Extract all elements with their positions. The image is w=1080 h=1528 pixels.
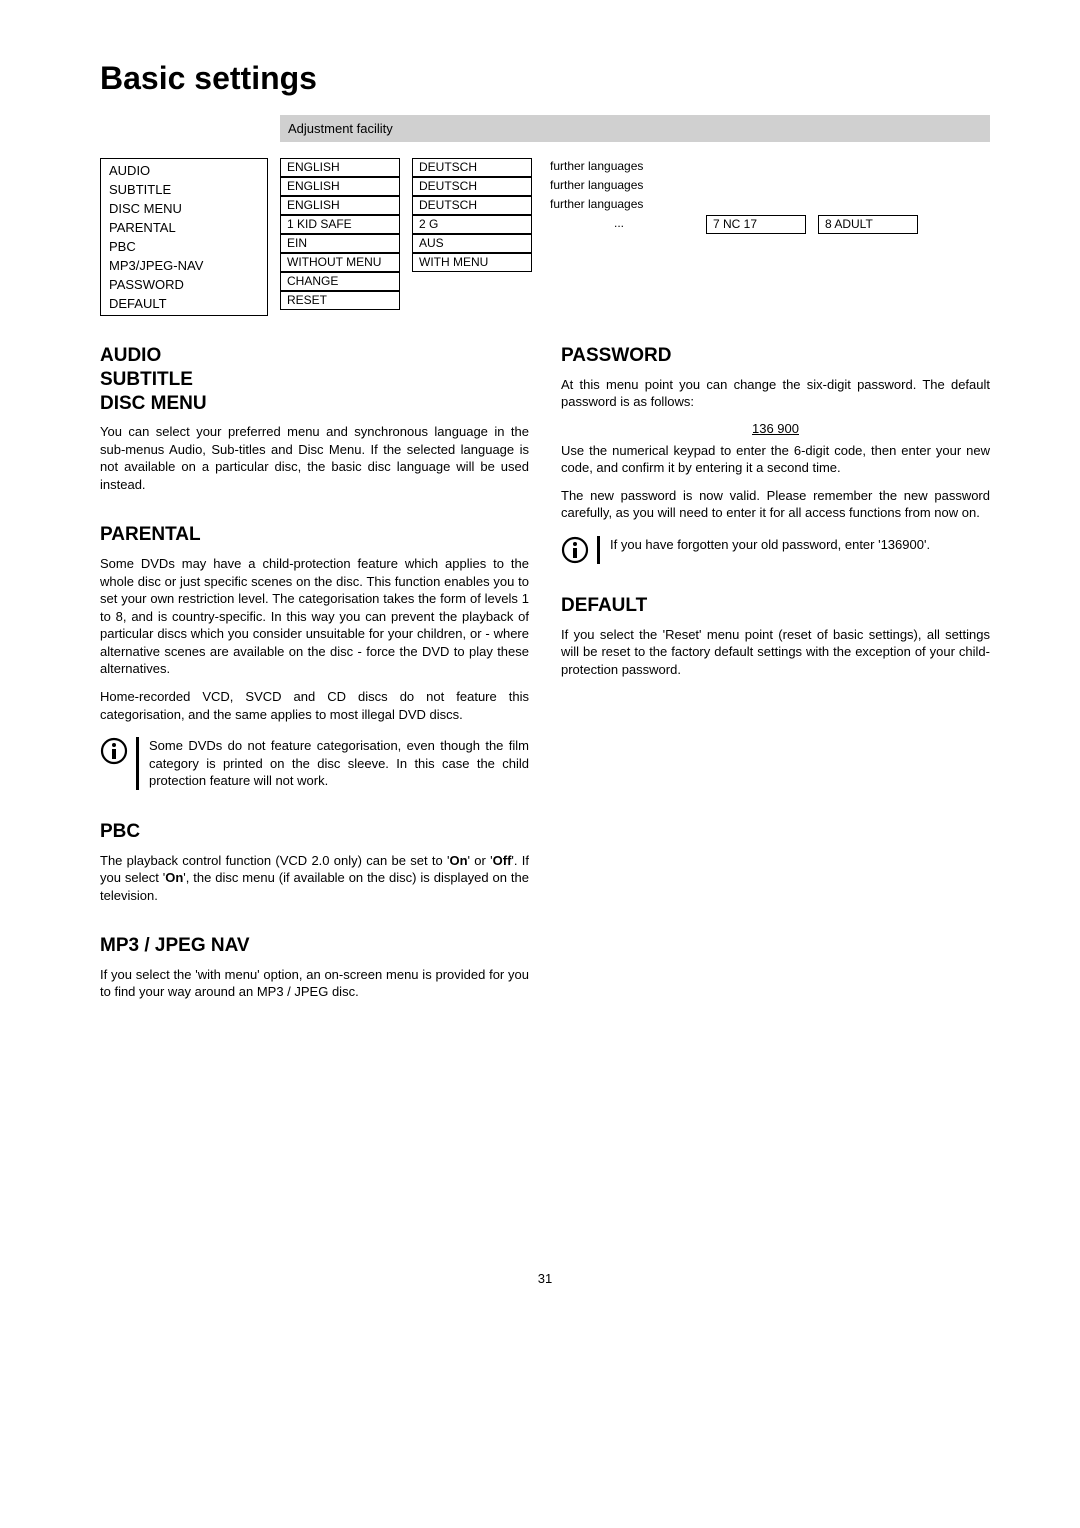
opt-discmenu-deutsch: DEUTSCH bbox=[412, 196, 532, 215]
opt-mp3nav-with: WITH MENU bbox=[412, 253, 532, 272]
para-password-3: The new password is now valid. Please re… bbox=[561, 487, 990, 522]
label-parental: PARENTAL bbox=[109, 218, 259, 237]
label-audio: AUDIO bbox=[109, 161, 259, 180]
pbc-text-2: ' or ' bbox=[468, 853, 493, 868]
opt-parental-ellipsis: ... bbox=[544, 215, 694, 234]
info-divider bbox=[597, 536, 600, 564]
settings-table: AUDIO SUBTITLE DISC MENU PARENTAL PBC MP… bbox=[100, 158, 990, 316]
settings-col1: ENGLISH ENGLISH ENGLISH 1 KID SAFE EIN W… bbox=[280, 158, 400, 316]
opt-audio-further: further languages bbox=[544, 158, 694, 177]
heading-mp3-jpeg-nav: MP3 / JPEG NAV bbox=[100, 934, 529, 958]
info-box-parental: Some DVDs do not feature categorisation,… bbox=[100, 737, 529, 790]
spacer bbox=[818, 158, 918, 177]
settings-col5: 8 ADULT bbox=[818, 158, 918, 316]
para-mp3: If you select the 'with menu' option, an… bbox=[100, 966, 529, 1001]
para-parental-2: Home-recorded VCD, SVCD and CD discs do … bbox=[100, 688, 529, 723]
label-pbc: PBC bbox=[109, 237, 259, 256]
settings-col4: 7 NC 17 bbox=[706, 158, 806, 316]
para-pbc: The playback control function (VCD 2.0 o… bbox=[100, 852, 529, 905]
settings-col2: DEUTSCH DEUTSCH DEUTSCH 2 G AUS WITH MEN… bbox=[412, 158, 532, 316]
heading-audio-subtitle-discmenu: AUDIO SUBTITLE DISC MENU bbox=[100, 344, 529, 415]
opt-parental-1kidsafe: 1 KID SAFE bbox=[280, 215, 400, 234]
opt-parental-8adult: 8 ADULT bbox=[818, 215, 918, 234]
opt-default-reset: RESET bbox=[280, 291, 400, 310]
opt-subtitle-further: further languages bbox=[544, 177, 694, 196]
opt-subtitle-deutsch: DEUTSCH bbox=[412, 177, 532, 196]
spacer bbox=[818, 196, 918, 215]
opt-subtitle-english: ENGLISH bbox=[280, 177, 400, 196]
opt-discmenu-english: ENGLISH bbox=[280, 196, 400, 215]
left-column: AUDIO SUBTITLE DISC MENU You can select … bbox=[100, 344, 529, 1011]
heading-parental: PARENTAL bbox=[100, 523, 529, 547]
pbc-text-1: The playback control function (VCD 2.0 o… bbox=[100, 853, 449, 868]
spacer bbox=[706, 177, 806, 196]
settings-labels-column: AUDIO SUBTITLE DISC MENU PARENTAL PBC MP… bbox=[100, 158, 268, 316]
heading-default: DEFAULT bbox=[561, 594, 990, 618]
opt-parental-2g: 2 G bbox=[412, 215, 532, 234]
opt-pbc-aus: AUS bbox=[412, 234, 532, 253]
heading-pbc: PBC bbox=[100, 820, 529, 844]
opt-mp3nav-without: WITHOUT MENU bbox=[280, 253, 400, 272]
heading-password: PASSWORD bbox=[561, 344, 990, 368]
label-subtitle: SUBTITLE bbox=[109, 180, 259, 199]
opt-pbc-ein: EIN bbox=[280, 234, 400, 253]
spacer bbox=[818, 177, 918, 196]
info-box-password: If you have forgotten your old password,… bbox=[561, 536, 990, 564]
adjustment-facility-bar: Adjustment facility bbox=[280, 115, 990, 142]
info-text-parental: Some DVDs do not feature categorisation,… bbox=[149, 737, 529, 790]
pbc-on-2: On bbox=[165, 870, 183, 885]
label-disc-menu: DISC MENU bbox=[109, 199, 259, 218]
label-mp3jpeg-nav: MP3/JPEG-NAV bbox=[109, 256, 259, 275]
label-default: DEFAULT bbox=[109, 294, 259, 313]
spacer bbox=[706, 196, 806, 215]
opt-audio-deutsch: DEUTSCH bbox=[412, 158, 532, 177]
opt-password-change: CHANGE bbox=[280, 272, 400, 291]
label-password: PASSWORD bbox=[109, 275, 259, 294]
pbc-on-1: On bbox=[449, 853, 467, 868]
info-icon bbox=[561, 536, 589, 564]
info-text-password: If you have forgotten your old password,… bbox=[610, 536, 930, 564]
settings-col3: further languages further languages furt… bbox=[544, 158, 694, 316]
page-title: Basic settings bbox=[100, 60, 990, 97]
para-default: If you select the 'Reset' menu point (re… bbox=[561, 626, 990, 679]
content-columns: AUDIO SUBTITLE DISC MENU You can select … bbox=[100, 344, 990, 1011]
pbc-off: Off bbox=[493, 853, 512, 868]
para-password-1: At this menu point you can change the si… bbox=[561, 376, 990, 411]
para-parental-1: Some DVDs may have a child-protection fe… bbox=[100, 555, 529, 678]
info-divider bbox=[136, 737, 139, 790]
para-password-2: Use the numerical keypad to enter the 6-… bbox=[561, 442, 990, 477]
spacer bbox=[706, 158, 806, 177]
right-column: PASSWORD At this menu point you can chan… bbox=[561, 344, 990, 1011]
para-languages: You can select your preferred menu and s… bbox=[100, 423, 529, 493]
opt-discmenu-further: further languages bbox=[544, 196, 694, 215]
page-number: 31 bbox=[100, 1271, 990, 1286]
default-password-value: 136 900 bbox=[561, 421, 990, 436]
opt-audio-english: ENGLISH bbox=[280, 158, 400, 177]
opt-parental-7nc17: 7 NC 17 bbox=[706, 215, 806, 234]
info-icon bbox=[100, 737, 128, 790]
